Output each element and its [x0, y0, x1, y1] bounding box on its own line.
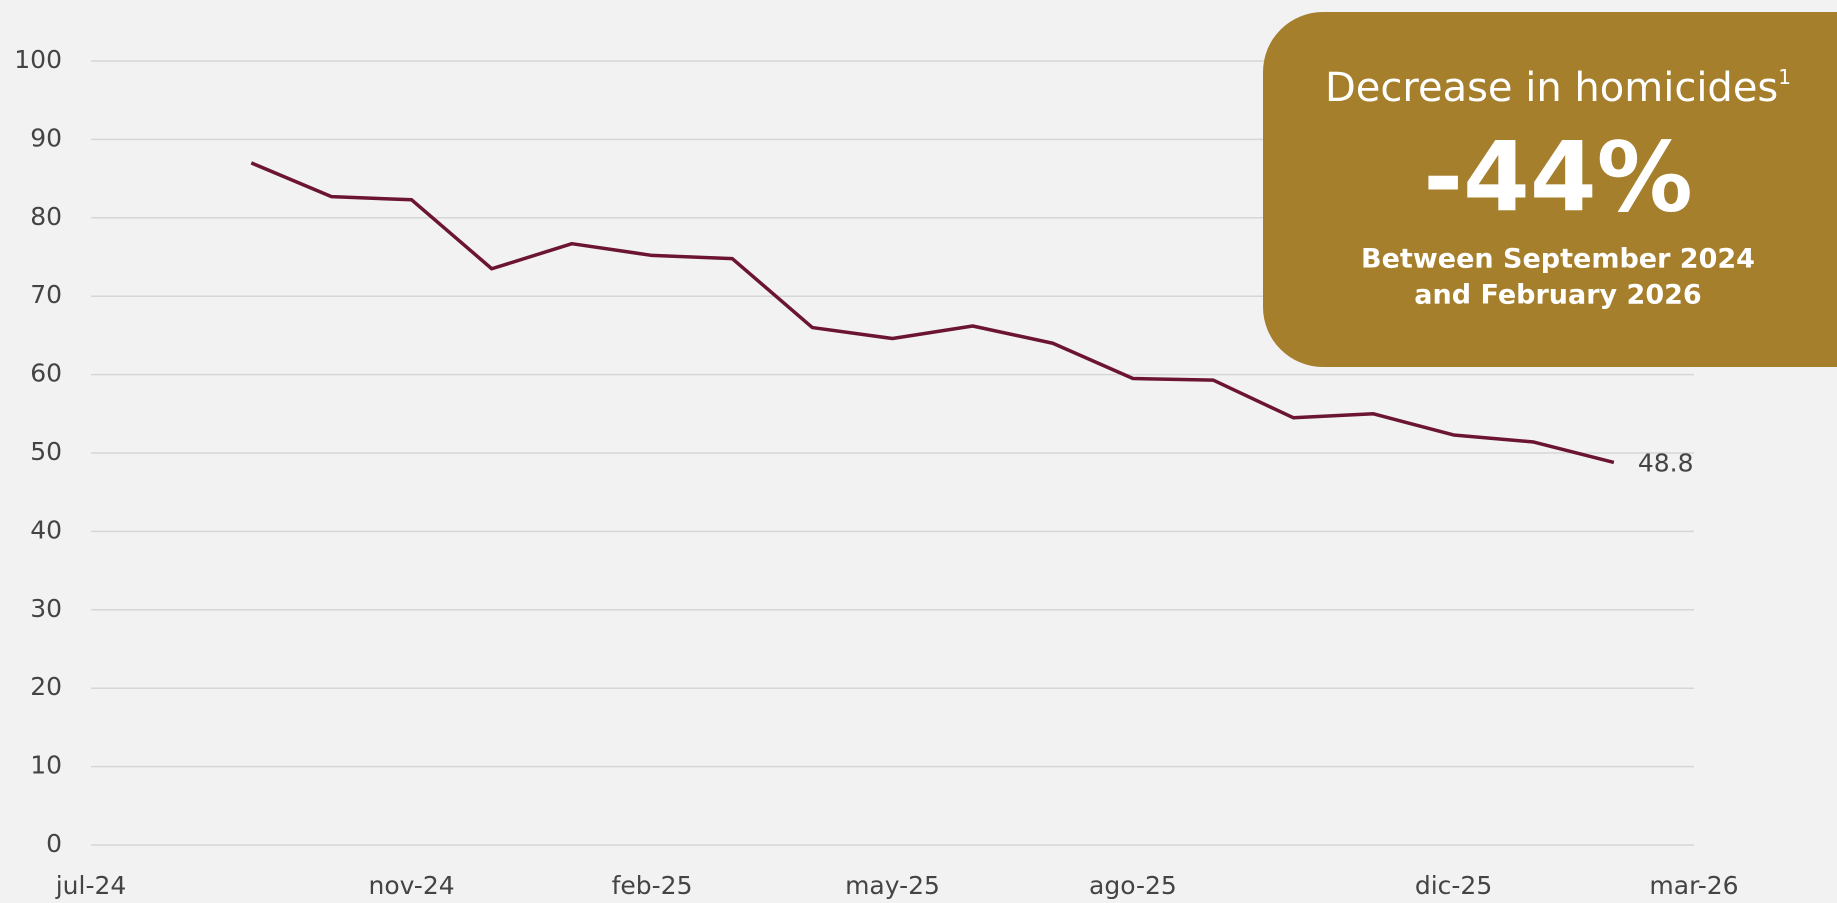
y-tick-label: 90 — [30, 123, 62, 152]
y-tick-label: 20 — [30, 672, 62, 701]
y-tick-label: 80 — [30, 202, 62, 231]
y-tick-label: 30 — [30, 594, 62, 623]
x-tick-label: mar-26 — [1649, 871, 1738, 900]
annotation-subtitle: and February 2026 — [1414, 280, 1701, 311]
annotation-footnote: 1 — [1778, 65, 1791, 89]
x-tick-label: nov-24 — [369, 871, 455, 900]
annotation-value: -44% — [1423, 121, 1693, 233]
y-tick-label: 10 — [30, 751, 62, 780]
annotation-title: Decrease in homicides1 — [1325, 65, 1791, 112]
y-tick-label: 0 — [46, 829, 62, 858]
y-tick-label: 100 — [14, 45, 62, 74]
chart: 0 10 20 30 40 50 60 70 80 90 100 jul-24 nov-24 feb-25… — [0, 0, 1837, 903]
annotation-title-text: Decrease in homicides — [1325, 65, 1778, 111]
y-tick-label: 50 — [30, 437, 62, 466]
y-tick-label: 40 — [30, 515, 62, 544]
data-label: 48.8 — [1638, 448, 1694, 477]
x-tick-label: dic-25 — [1415, 871, 1492, 900]
y-tick-label: 70 — [30, 280, 62, 309]
x-tick-label: feb-25 — [612, 871, 693, 900]
annotation-subtitle: Between September 2024 — [1361, 244, 1755, 275]
x-tick-label: jul-24 — [55, 871, 127, 900]
y-tick-label: 60 — [30, 359, 62, 388]
x-tick-label: may-25 — [845, 871, 940, 900]
x-tick-label: ago-25 — [1089, 871, 1177, 900]
